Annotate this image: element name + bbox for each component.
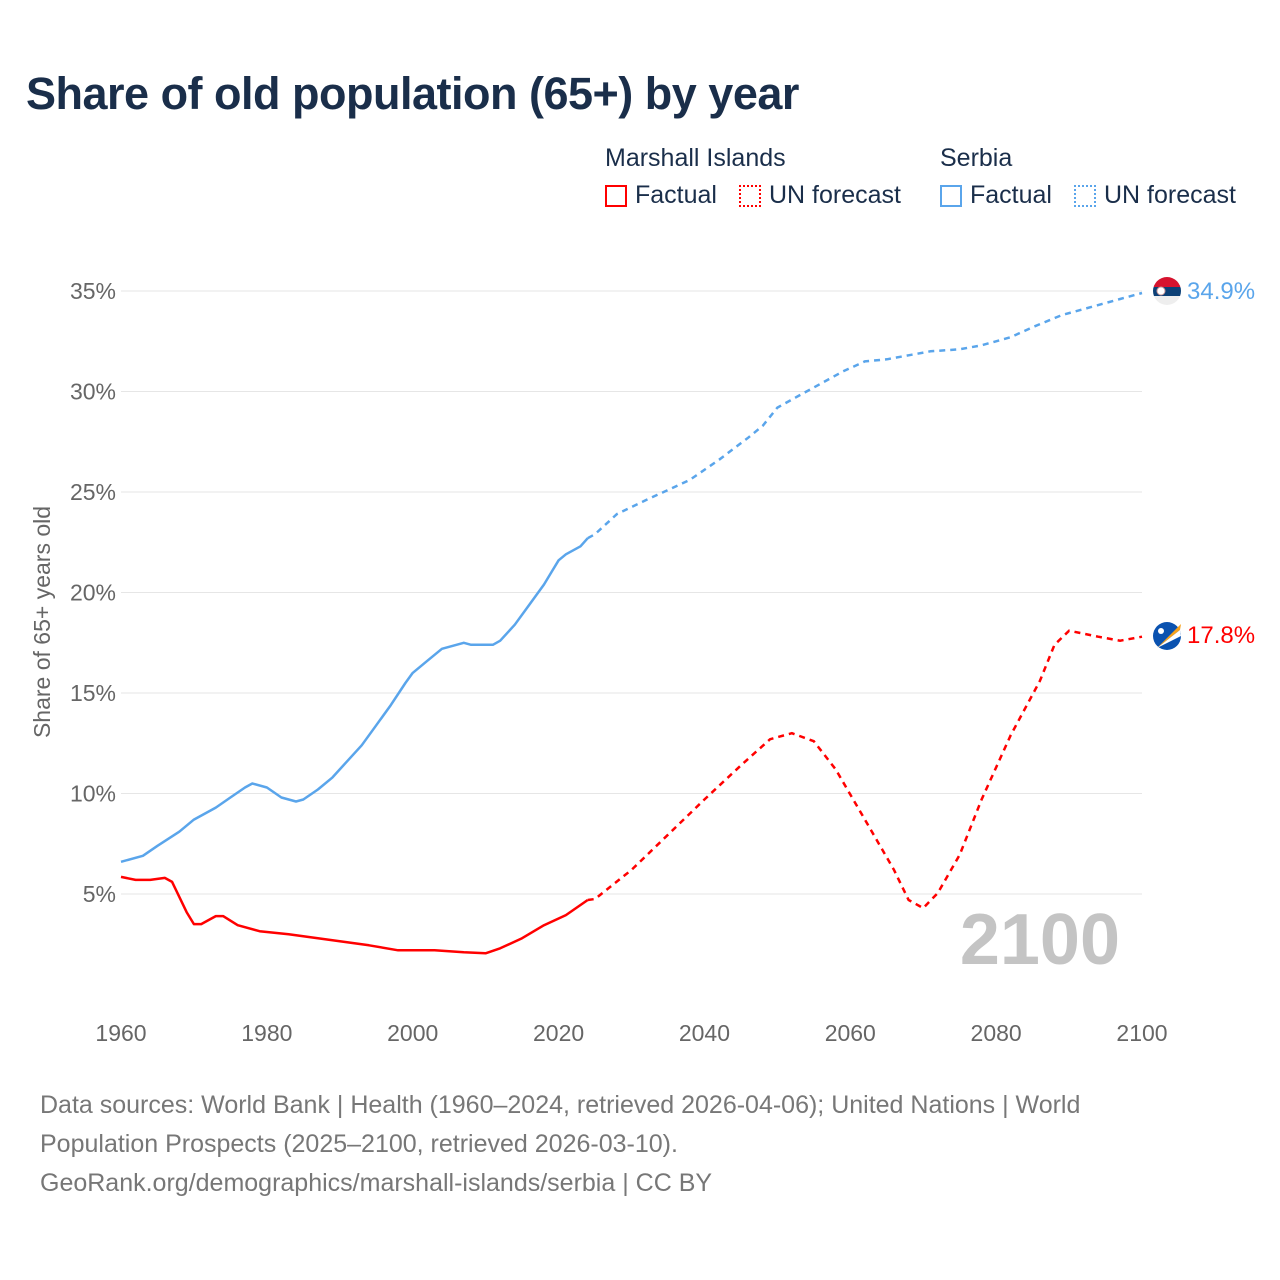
y-tick-label: 15%: [70, 680, 116, 706]
legend-marshall-islands: Marshall Islands Factual UN forecast: [605, 144, 915, 210]
marshall-islands-forecast-line: [587, 629, 1143, 910]
y-tick-label: 25%: [70, 479, 116, 505]
x-tick-label: 2020: [533, 1020, 584, 1046]
footer-sources: Data sources: World Bank | Health (1960–…: [40, 1086, 1220, 1203]
year-watermark: 2100: [960, 900, 1120, 980]
x-tick-label: 1960: [95, 1020, 146, 1046]
serbia-flag-icon: [1153, 277, 1181, 305]
x-tick-label: 2040: [679, 1020, 730, 1046]
footer-line: Data sources: World Bank | Health (1960–…: [40, 1091, 1081, 1119]
x-tick-label: 1980: [241, 1020, 292, 1046]
x-tick-label: 2000: [387, 1020, 438, 1046]
y-tick-label: 35%: [70, 278, 116, 304]
y-tick-label: 20%: [70, 580, 116, 606]
marshall-islands-flag-icon: [1153, 622, 1181, 650]
serbia-forecast-line: [587, 291, 1143, 540]
y-tick-label: 5%: [83, 881, 116, 907]
x-tick-label: 2060: [825, 1020, 876, 1046]
legend-swatch-forecast: [1073, 184, 1096, 207]
footer-line: GeoRank.org/demographics/marshall-island…: [40, 1169, 713, 1197]
serbia-factual-line: [120, 537, 589, 864]
marshall-islands-factual-line: [120, 875, 589, 955]
legend-label-factual: Factual: [635, 181, 717, 209]
y-axis-label: Share of 65+ years old: [29, 506, 55, 738]
x-tick-label: 2080: [971, 1020, 1022, 1046]
legend-swatch-factual: [605, 184, 627, 207]
legend-group-name: Marshall Islands: [605, 144, 786, 172]
legend-serbia: Serbia Factual UN forecast: [940, 144, 1250, 210]
legend-swatch-forecast: [738, 184, 761, 207]
chart-title: Share of old population (65+) by year: [26, 68, 799, 119]
y-tick-label: 10%: [70, 781, 116, 807]
y-tick-label: 30%: [70, 379, 116, 405]
footer-line: Population Prospects (2025–2100, retriev…: [40, 1130, 678, 1158]
x-tick-label: 2100: [1116, 1020, 1167, 1046]
legend-group-name: Serbia: [940, 144, 1013, 172]
legend-label-forecast: UN forecast: [1103, 181, 1236, 209]
marshall-islands-end-value: 17.8%: [1187, 622, 1255, 649]
legend-label-forecast: UN forecast: [768, 181, 901, 209]
legend-swatch-factual: [940, 184, 962, 207]
legend-label-factual: Factual: [970, 181, 1052, 209]
serbia-end-value: 34.9%: [1187, 278, 1255, 305]
